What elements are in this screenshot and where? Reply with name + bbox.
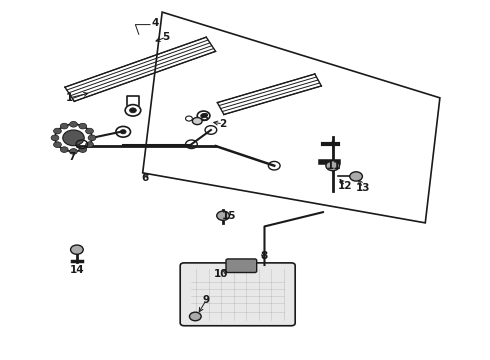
Circle shape xyxy=(326,161,340,171)
Circle shape xyxy=(201,113,206,118)
Circle shape xyxy=(79,123,87,129)
Circle shape xyxy=(70,121,77,127)
Circle shape xyxy=(60,123,68,129)
Text: 1: 1 xyxy=(66,93,73,103)
Circle shape xyxy=(120,130,126,134)
Circle shape xyxy=(63,130,84,146)
Text: 12: 12 xyxy=(338,181,353,191)
Text: 2: 2 xyxy=(220,119,227,129)
Circle shape xyxy=(129,108,136,113)
Text: 9: 9 xyxy=(202,296,210,305)
Text: 7: 7 xyxy=(68,152,76,162)
Circle shape xyxy=(86,128,94,134)
Text: 11: 11 xyxy=(326,161,341,171)
Circle shape xyxy=(60,147,68,153)
Circle shape xyxy=(86,142,94,148)
Text: 8: 8 xyxy=(260,251,267,261)
Circle shape xyxy=(51,135,59,141)
Text: 13: 13 xyxy=(356,183,370,193)
Circle shape xyxy=(88,135,96,141)
Circle shape xyxy=(193,117,202,125)
Text: 3: 3 xyxy=(201,113,209,123)
Circle shape xyxy=(70,149,77,154)
Text: 4: 4 xyxy=(151,18,159,28)
Text: 15: 15 xyxy=(222,211,237,221)
Circle shape xyxy=(350,172,363,181)
Circle shape xyxy=(71,245,83,254)
Circle shape xyxy=(217,211,229,220)
Text: 6: 6 xyxy=(142,173,149,183)
FancyBboxPatch shape xyxy=(180,263,295,326)
Circle shape xyxy=(53,142,61,148)
Circle shape xyxy=(79,147,87,153)
FancyBboxPatch shape xyxy=(226,259,257,273)
Text: 14: 14 xyxy=(70,265,84,275)
Circle shape xyxy=(53,128,61,134)
Text: 10: 10 xyxy=(213,269,228,279)
Circle shape xyxy=(190,312,201,321)
Text: 5: 5 xyxy=(163,32,170,42)
